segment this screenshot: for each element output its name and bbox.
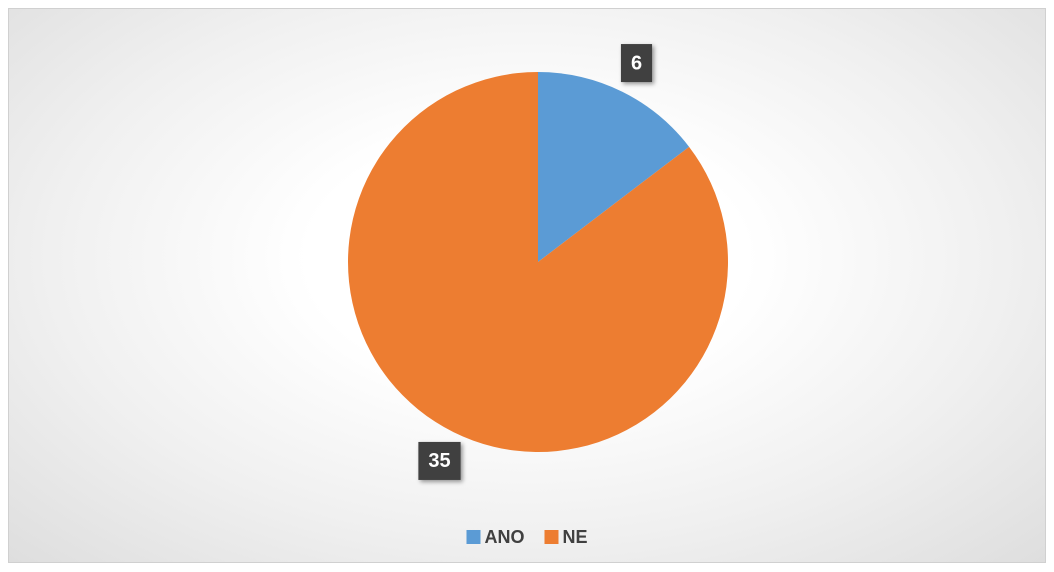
data-label: 6	[620, 44, 653, 83]
data-label-box	[620, 44, 653, 83]
data-label-text: 6	[631, 52, 642, 74]
data-label: 35	[418, 441, 461, 480]
pie-slice	[538, 72, 690, 262]
legend-swatch	[544, 530, 559, 544]
pie-slice	[348, 72, 729, 453]
legend: ANO NE	[466, 527, 588, 547]
legend-label: ANO	[484, 527, 524, 547]
legend-label: NE	[562, 527, 587, 547]
legend-swatch	[466, 530, 481, 544]
data-label-text: 35	[428, 450, 450, 472]
data-label-box	[418, 441, 461, 480]
